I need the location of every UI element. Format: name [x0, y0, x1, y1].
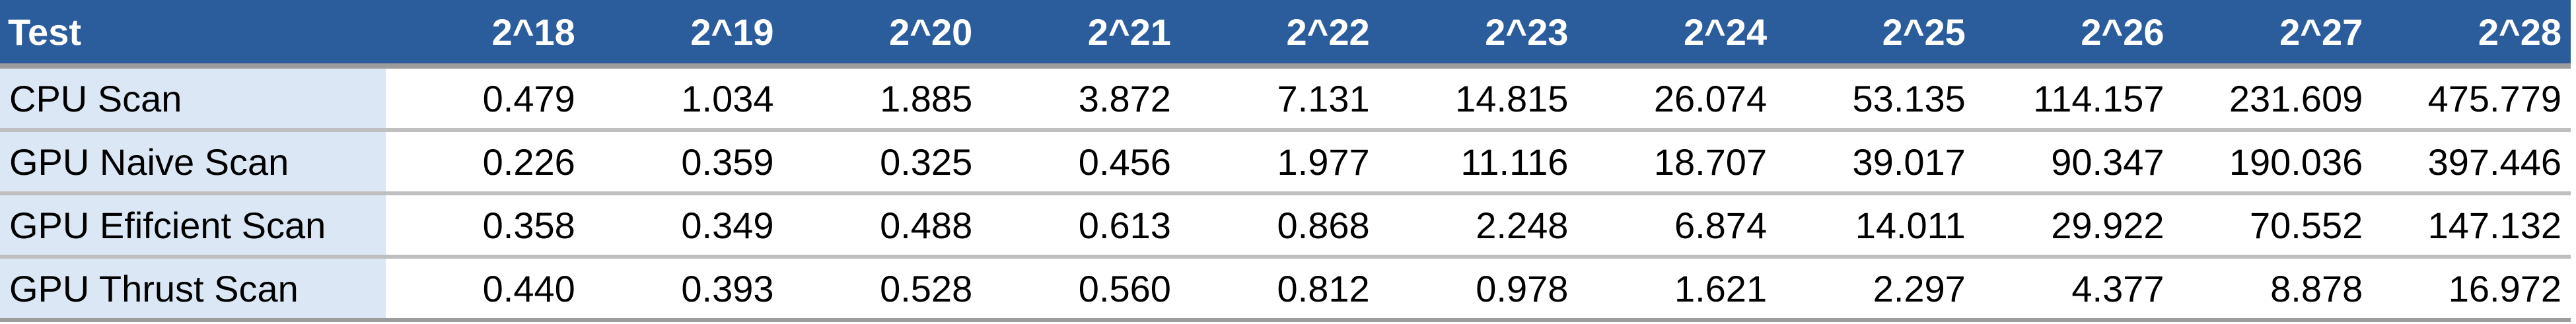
value-cell: 475.779: [2372, 66, 2571, 130]
value-cell: 26.074: [1577, 66, 1777, 130]
header-row: Test 2^18 2^19 2^20 2^21 2^22 2^23 2^24 …: [0, 0, 2571, 66]
value-cell: 0.358: [386, 193, 585, 257]
value-cell: 397.446: [2372, 130, 2571, 193]
value-cell: 0.488: [783, 193, 982, 257]
table-body: CPU Scan 0.479 1.034 1.885 3.872 7.131 1…: [0, 66, 2571, 320]
value-cell: 0.226: [386, 130, 585, 193]
value-cell: 2.248: [1378, 193, 1578, 257]
value-cell: 14.011: [1776, 193, 1975, 257]
value-cell: 0.613: [982, 193, 1180, 257]
value-cell: 18.707: [1577, 130, 1777, 193]
value-cell: 0.812: [1180, 257, 1379, 320]
header-cell: 2^23: [1378, 0, 1578, 66]
table-row: GPU Naive Scan 0.226 0.359 0.325 0.456 1…: [0, 130, 2571, 193]
value-cell: 90.347: [1974, 130, 2174, 193]
value-cell: 0.560: [982, 257, 1180, 320]
header-cell: 2^21: [982, 0, 1180, 66]
value-cell: 0.456: [982, 130, 1180, 193]
value-cell: 0.978: [1378, 257, 1578, 320]
value-cell: 0.393: [584, 257, 783, 320]
header-cell: 2^26: [1974, 0, 2174, 66]
value-cell: 231.609: [2173, 66, 2373, 130]
value-cell: 7.131: [1180, 66, 1379, 130]
row-label-cell: GPU Naive Scan: [0, 130, 386, 193]
value-cell: 0.440: [386, 257, 585, 320]
table-row: CPU Scan 0.479 1.034 1.885 3.872 7.131 1…: [0, 66, 2571, 130]
header-cell: 2^27: [2173, 0, 2373, 66]
header-cell: 2^28: [2372, 0, 2571, 66]
value-cell: 8.878: [2173, 257, 2373, 320]
value-cell: 0.479: [386, 66, 585, 130]
value-cell: 0.868: [1180, 193, 1379, 257]
value-cell: 1.977: [1180, 130, 1379, 193]
header-cell: 2^18: [386, 0, 585, 66]
header-cell: 2^25: [1776, 0, 1975, 66]
value-cell: 190.036: [2173, 130, 2373, 193]
value-cell: 0.528: [783, 257, 982, 320]
value-cell: 39.017: [1776, 130, 1975, 193]
table-row: GPU Thrust Scan 0.440 0.393 0.528 0.560 …: [0, 257, 2571, 320]
value-cell: 1.621: [1577, 257, 1777, 320]
value-cell: 0.325: [783, 130, 982, 193]
row-label-cell: CPU Scan: [0, 66, 386, 130]
value-cell: 6.874: [1577, 193, 1777, 257]
value-cell: 14.815: [1378, 66, 1578, 130]
value-cell: 29.922: [1974, 193, 2174, 257]
header-cell: 2^24: [1577, 0, 1777, 66]
value-cell: 16.972: [2372, 257, 2571, 320]
value-cell: 0.359: [584, 130, 783, 193]
header-cell: 2^22: [1180, 0, 1379, 66]
value-cell: 2.297: [1776, 257, 1975, 320]
header-cell-test: Test: [0, 0, 386, 66]
value-cell: 1.885: [783, 66, 982, 130]
value-cell: 70.552: [2173, 193, 2373, 257]
value-cell: 0.349: [584, 193, 783, 257]
value-cell: 147.132: [2372, 193, 2571, 257]
header-cell: 2^20: [783, 0, 982, 66]
table-header: Test 2^18 2^19 2^20 2^21 2^22 2^23 2^24 …: [0, 0, 2571, 66]
value-cell: 4.377: [1974, 257, 2174, 320]
header-cell: 2^19: [584, 0, 783, 66]
value-cell: 3.872: [982, 66, 1180, 130]
row-label-cell: GPU Efifcient Scan: [0, 193, 386, 257]
value-cell: 53.135: [1776, 66, 1975, 130]
row-label-cell: GPU Thrust Scan: [0, 257, 386, 320]
value-cell: 1.034: [584, 66, 783, 130]
table-row: GPU Efifcient Scan 0.358 0.349 0.488 0.6…: [0, 193, 2571, 257]
value-cell: 11.116: [1378, 130, 1578, 193]
value-cell: 114.157: [1974, 66, 2174, 130]
